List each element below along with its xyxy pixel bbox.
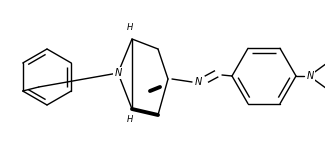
Text: N: N [307, 71, 314, 81]
Text: N: N [114, 68, 122, 78]
Text: H: H [127, 24, 133, 32]
Text: H: H [127, 116, 133, 125]
Text: N: N [194, 77, 202, 87]
